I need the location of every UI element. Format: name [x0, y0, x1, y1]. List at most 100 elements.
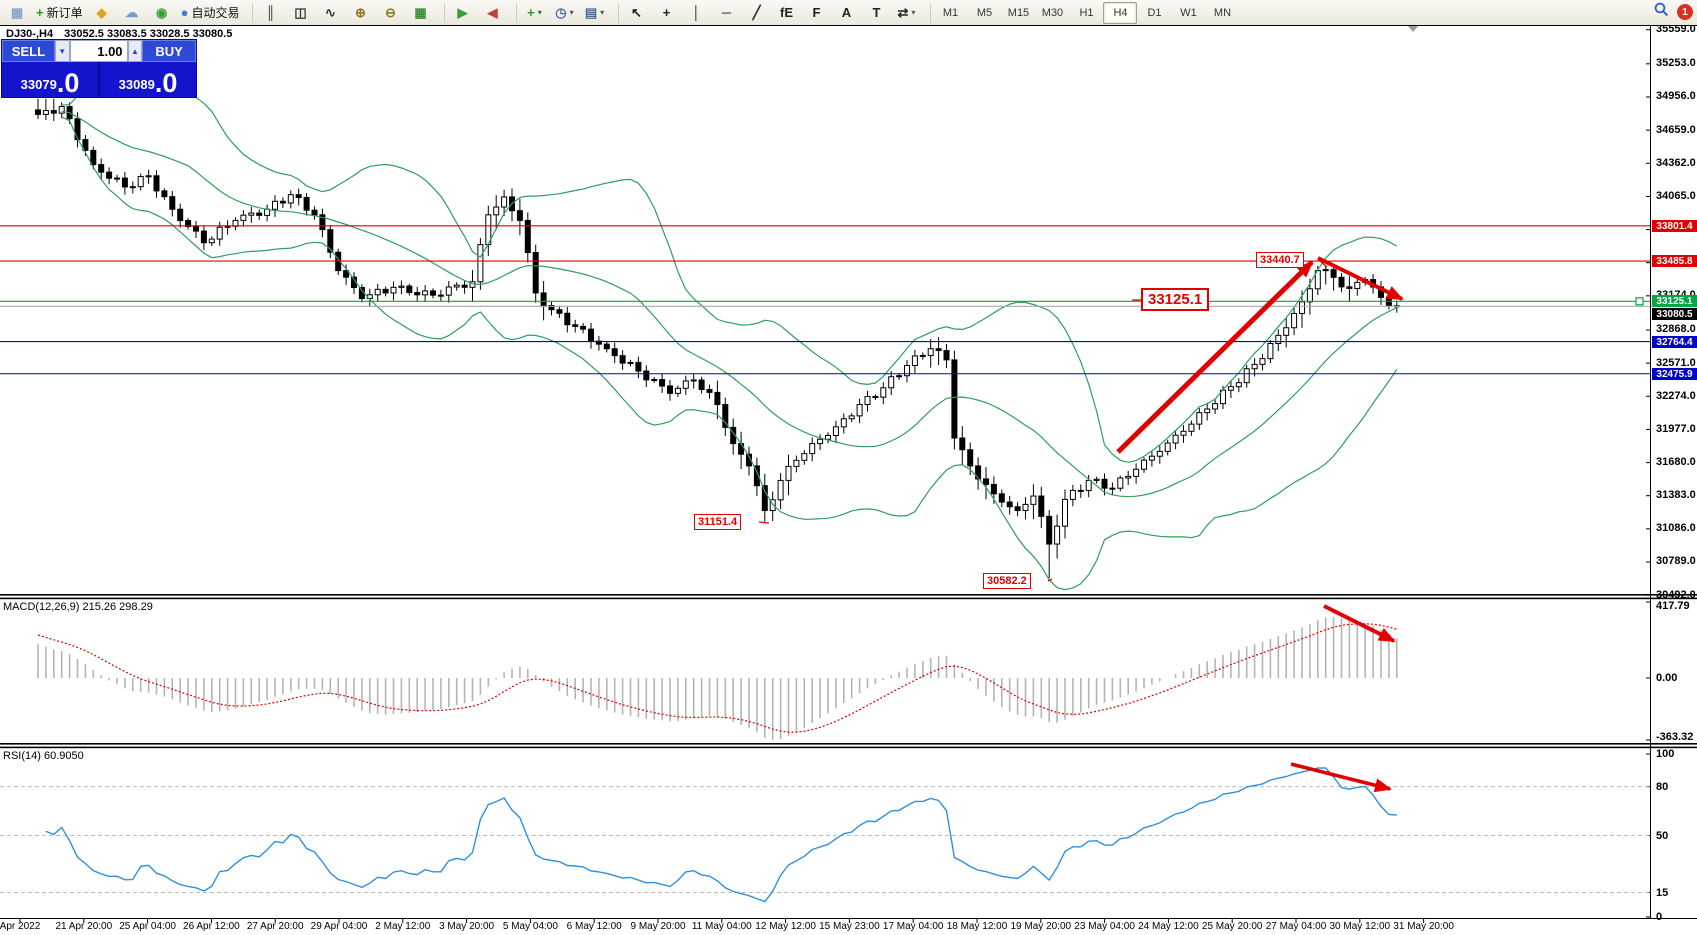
price-level-chip: 33485.8 — [1652, 255, 1697, 267]
price-callout[interactable]: 30582.2 — [983, 573, 1031, 589]
cursor-button[interactable]: ↖ — [621, 2, 651, 24]
buy-button[interactable]: BUY — [142, 40, 196, 62]
bar-chart-button[interactable]: ║ — [255, 2, 285, 24]
vertical-line-icon: │ — [692, 5, 701, 20]
toolbar-separator — [437, 2, 446, 23]
signal-button[interactable]: ◉ — [147, 2, 177, 24]
timeframe-h1-button[interactable]: H1 — [1079, 6, 1094, 19]
crosshair-icon: + — [662, 5, 671, 20]
splitter-marker-icon[interactable] — [1408, 26, 1418, 32]
auto-scroll-button[interactable]: ◀ — [477, 2, 507, 24]
volume-increase-button[interactable]: ▲ — [127, 40, 143, 62]
time-axis-label: 24 May 12:00 — [1138, 921, 1199, 932]
time-axis-label: 30 May 12:00 — [1329, 921, 1391, 932]
templates-icon: ▤ — [584, 5, 598, 20]
time-axis-label: Apr 2022 — [0, 921, 41, 932]
trendline-icon: ╱ — [752, 5, 761, 20]
price-level-chip: 33801.4 — [1652, 220, 1697, 232]
toolbar-separator — [611, 2, 620, 23]
chevron-down-icon[interactable]: ▾ — [911, 8, 916, 17]
price-callout[interactable]: 33125.1 — [1141, 288, 1210, 311]
zoom-in-button[interactable]: ⊕ — [345, 2, 375, 24]
price-level-chip: 33080.5 — [1652, 308, 1697, 320]
publisher-button[interactable]: ☁ — [117, 2, 147, 24]
chart-shift-icon: ▶ — [457, 5, 468, 20]
candlestick-chart-button[interactable]: ◫ — [285, 2, 315, 24]
new-order-icon: + — [36, 5, 44, 20]
price-axis-tick: 31086.0 — [1656, 522, 1696, 535]
indicators-button[interactable]: + ▾ — [519, 2, 549, 24]
chevron-down-icon[interactable]: ▾ — [569, 8, 574, 17]
time-axis-label: 12 May 12:00 — [755, 921, 816, 932]
timeframe-m15-button[interactable]: M15 — [1007, 6, 1030, 19]
periods-button[interactable]: ◷ ▾ — [549, 2, 579, 24]
candlestick-chart-icon: ◫ — [294, 5, 307, 20]
fibonacci-button[interactable]: fE — [771, 2, 801, 24]
new-order-button-label: 新订单 — [46, 6, 83, 20]
price-level-chip: 32764.4 — [1652, 336, 1697, 348]
line-chart-icon: ∿ — [325, 5, 336, 20]
timeframe-mn-button[interactable]: MN — [1213, 6, 1232, 19]
periods-icon: ◷ — [555, 5, 567, 20]
trendline-button[interactable]: ╱ — [741, 2, 771, 24]
price-axis-tick: 30492.0 — [1656, 588, 1696, 601]
line-chart-button[interactable]: ∿ — [315, 2, 345, 24]
price-axis-tick: 32274.0 — [1656, 389, 1696, 402]
tile-windows-button[interactable]: ▦ — [405, 2, 435, 24]
text-label-button[interactable]: T — [861, 2, 891, 24]
timeframe-m5-button[interactable]: M5 — [976, 6, 993, 19]
rsi-levels — [0, 786, 1650, 894]
text-button[interactable]: A — [831, 2, 861, 24]
buy-price[interactable]: 33089 .0 — [100, 62, 196, 97]
time-axis-label: 21 Apr 20:00 — [55, 921, 113, 932]
macd-layer — [37, 617, 1398, 740]
volume-decrease-button[interactable]: ▼ — [54, 40, 70, 62]
styler-button[interactable]: ◆ — [87, 2, 117, 24]
trend-arrows[interactable] — [1116, 256, 1404, 793]
chevron-down-icon[interactable]: ▾ — [600, 8, 605, 17]
horizontal-line-button[interactable]: ─ — [711, 2, 741, 24]
price-axis-tick: 31680.0 — [1656, 456, 1696, 469]
fibo-grid-button[interactable]: F — [801, 2, 831, 24]
timeframe-d1-button[interactable]: D1 — [1147, 6, 1162, 19]
chart-shift-button[interactable]: ▶ — [447, 2, 477, 24]
macd-scale-top: 417.79 — [1656, 600, 1690, 612]
time-axis-label: 27 May 04:00 — [1265, 921, 1327, 932]
trade-row-prices: 33079 .0 33089 .0 — [2, 62, 196, 97]
search-icon[interactable] — [1654, 2, 1669, 22]
zoom-out-button[interactable]: ⊖ — [375, 2, 405, 24]
price-callout[interactable]: 31151.4 — [694, 514, 742, 530]
time-axis-label: 15 May 23:00 — [819, 921, 880, 932]
sell-price[interactable]: 33079 .0 — [2, 62, 98, 97]
timeframe-m1-button[interactable]: M1 — [942, 6, 959, 19]
timeframe-m30-button[interactable]: M30 — [1041, 6, 1064, 19]
pane-borders — [0, 25, 1697, 923]
price-axis-tick: 32868.0 — [1656, 323, 1696, 336]
templates-button[interactable]: ▤ ▾ — [579, 2, 609, 24]
new-order-button[interactable]: + 新订单 — [32, 2, 87, 24]
price-axis-tick: 34362.0 — [1656, 156, 1696, 169]
level-lines — [0, 225, 1650, 375]
time-axis-label: 26 Apr 12:00 — [183, 921, 240, 932]
price-axis-tick: 34065.0 — [1656, 189, 1696, 202]
buy-price-big-digit: .0 — [154, 68, 178, 98]
sell-button[interactable]: SELL — [2, 40, 55, 62]
time-axis-label: 19 May 20:00 — [1010, 921, 1072, 932]
timeframe-h4-button[interactable]: H4 — [1103, 1, 1138, 24]
charts-list-button[interactable]: ▦ — [2, 2, 32, 24]
autotrade-button[interactable]: ● 自动交易 — [177, 2, 244, 24]
cursor-icon: ↖ — [631, 5, 642, 20]
volume-input[interactable] — [69, 40, 128, 62]
price-callout[interactable]: 33440.7 — [1256, 252, 1304, 268]
vertical-line-button[interactable]: │ — [681, 2, 711, 24]
price-axis-tick: 35253.0 — [1656, 57, 1696, 70]
sell-price-big-digit: .0 — [56, 68, 80, 98]
chevron-down-icon[interactable]: ▾ — [537, 8, 542, 17]
timeframe-w1-button[interactable]: W1 — [1180, 6, 1197, 19]
crosshair-button[interactable]: + — [651, 2, 681, 24]
notification-icon[interactable]: 1 — [1677, 4, 1693, 20]
zoom-out-icon: ⊖ — [385, 5, 396, 20]
arrows-button[interactable]: ⇄ ▾ — [891, 2, 921, 24]
